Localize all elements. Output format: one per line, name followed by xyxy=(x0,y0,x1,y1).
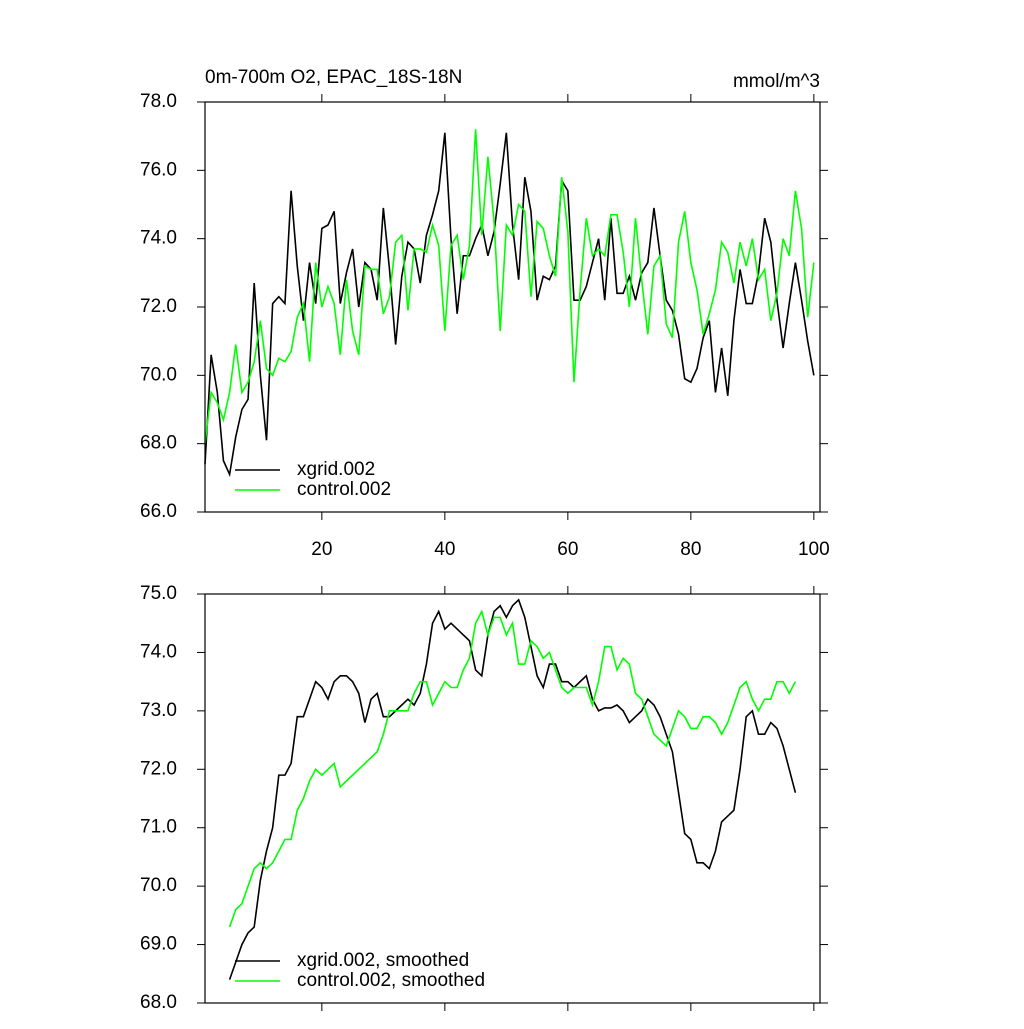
y-tick-label: 70.0 xyxy=(140,875,177,896)
x-tick-label: 100 xyxy=(798,539,830,560)
y-tick-label: 68.0 xyxy=(140,992,177,1013)
units-label: mmol/m^3 xyxy=(733,71,820,92)
x-tick-label: 20 xyxy=(311,539,332,560)
x-tick-label: 80 xyxy=(680,539,701,560)
y-tick-label: 71.0 xyxy=(140,817,177,838)
y-tick-label: 78.0 xyxy=(140,91,177,112)
plot-frame xyxy=(204,593,821,1004)
y-tick-label: 76.0 xyxy=(140,159,177,180)
y-tick-label: 73.0 xyxy=(140,700,177,721)
y-tick-label: 74.0 xyxy=(140,228,177,249)
y-tick-label: 72.0 xyxy=(140,758,177,779)
y-tick-label: 74.0 xyxy=(140,641,177,662)
x-tick-label: 60 xyxy=(557,539,578,560)
legend-label: xgrid.002, smoothed xyxy=(297,950,469,971)
y-tick-label: 70.0 xyxy=(140,364,177,385)
legend-label: control.002 xyxy=(297,479,391,500)
data-line xyxy=(204,132,815,478)
y-tick-label: 75.0 xyxy=(140,583,177,604)
data-line xyxy=(228,609,797,928)
legend-label: xgrid.002 xyxy=(297,459,375,480)
y-tick-label: 66.0 xyxy=(140,501,177,522)
data-line xyxy=(228,598,797,980)
y-tick-label: 72.0 xyxy=(140,296,177,317)
x-tick-label: 40 xyxy=(434,539,455,560)
plot-frame xyxy=(204,101,821,513)
chart-title: 0m-700m O2, EPAC_18S-18N xyxy=(205,67,462,88)
y-tick-label: 68.0 xyxy=(140,433,177,454)
data-line xyxy=(204,129,815,444)
legend-label: control.002, smoothed xyxy=(297,970,485,991)
y-tick-label: 69.0 xyxy=(140,934,177,955)
